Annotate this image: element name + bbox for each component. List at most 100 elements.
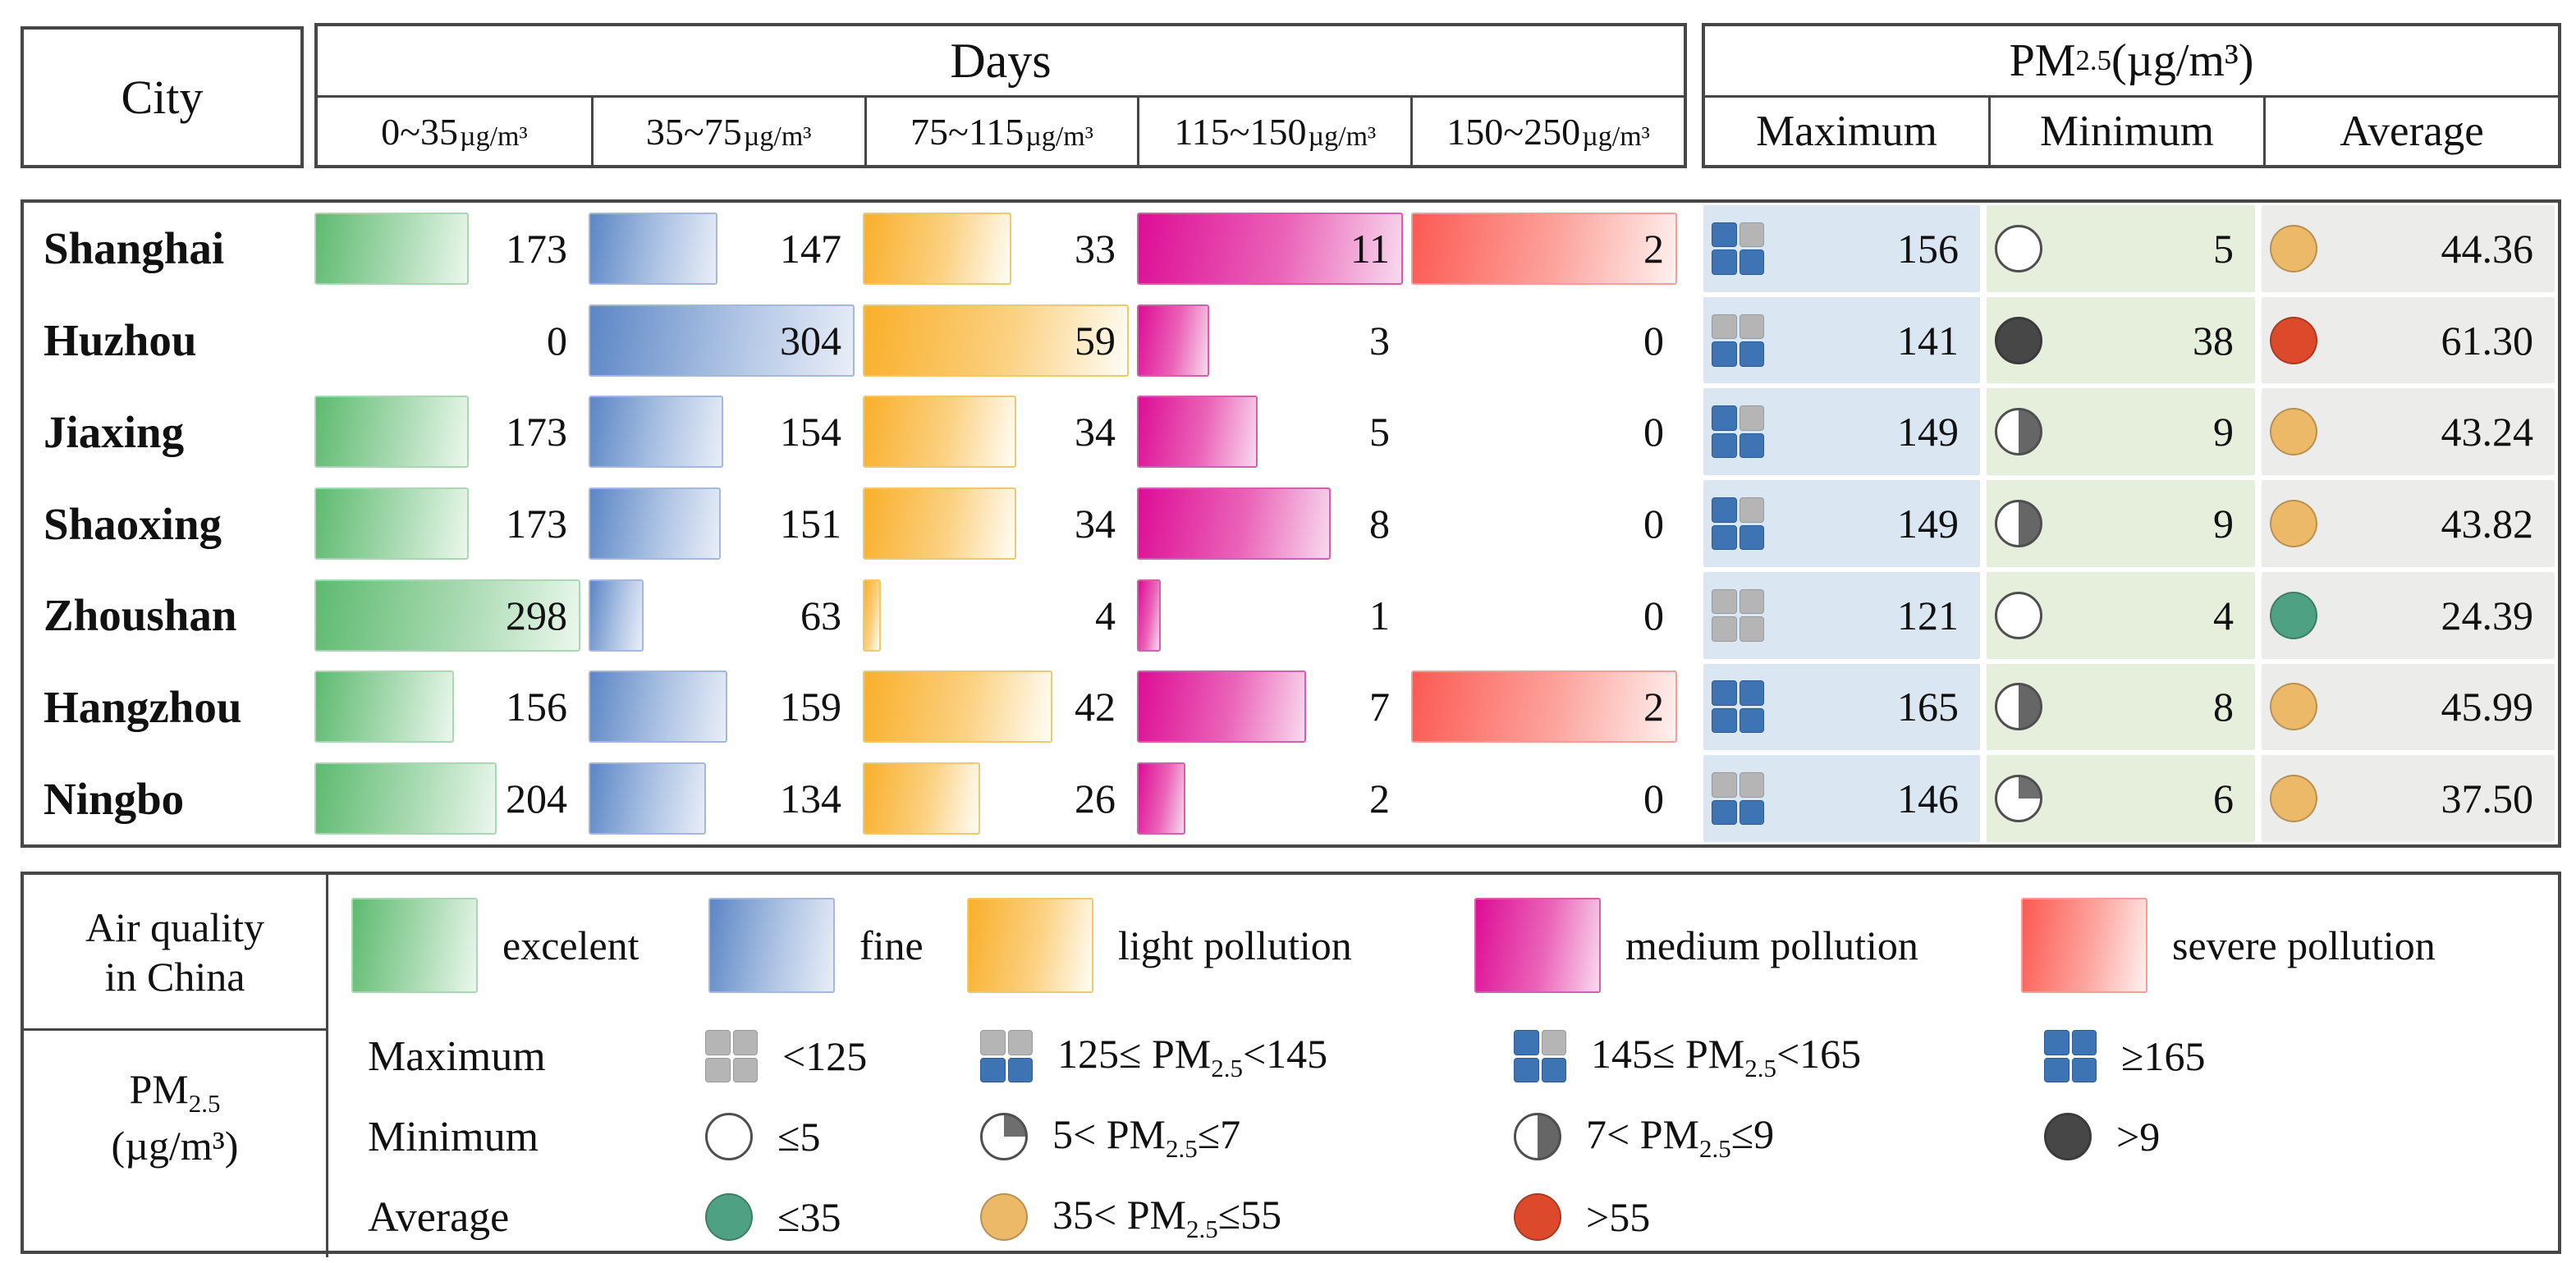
days-value: 2 (1369, 776, 1390, 822)
table-row: Huzhou 0 304 59 3 0 141 38 61.30 (24, 295, 2558, 387)
legend-average-item-2: 35< PM2.5≤55 (960, 1191, 1469, 1244)
minimum-cell-bg: 5 (1987, 205, 2255, 292)
days-bar-cell: 2 (1137, 753, 1411, 844)
days-bar (1411, 212, 1677, 285)
days-bar (314, 487, 470, 561)
quadrant-blue (2044, 1030, 2070, 1055)
average-cell-bg: 44.36 (2262, 205, 2555, 292)
average-circle-icon (2270, 591, 2317, 639)
maximum-value: 149 (1897, 501, 1959, 547)
legend-air-item-magenta: medium pollution (1469, 898, 2011, 993)
legend-maximum-row: Maximum <125 125≤ PM2.5<145 145≤ PM2.5<165 ≥… (328, 1016, 2558, 1096)
maximum-quadrant-icon (980, 1030, 1033, 1082)
quadrant-gray (1739, 222, 1764, 248)
quadrant-gray (1712, 772, 1737, 798)
legend-pm25-line2: (µg/m³) (111, 1122, 239, 1169)
days-subheader-range: 35~75 (645, 110, 742, 153)
legend-swatch-yellow (967, 898, 1093, 993)
column-gap (1685, 295, 1700, 387)
average-value: 44.36 (2441, 225, 2534, 272)
column-gap (1685, 570, 1700, 661)
column-gap (1685, 753, 1700, 844)
pm25-subcolumn-headers: Maximum Minimum Average (1705, 98, 2558, 165)
quadrant-blue (1712, 524, 1737, 551)
days-bar (1137, 304, 1210, 377)
legend-minimum-label: Minimum (368, 1113, 539, 1160)
minimum-circle-icon (705, 1113, 753, 1160)
legend-average-range-2-post: ≤55 (1217, 1191, 1282, 1238)
minimum-value: 9 (2213, 501, 2234, 547)
days-value: 34 (1075, 409, 1116, 455)
days-value: 173 (506, 501, 567, 547)
quadrant-blue (1739, 680, 1764, 706)
days-bar-cell: 2 (1411, 203, 1685, 295)
city-name: Shaoxing (44, 498, 222, 549)
minimum-circle-icon (1995, 408, 2042, 456)
days-bar-cell: 173 (314, 203, 589, 295)
days-value: 0 (547, 317, 567, 364)
minimum-cell: 5 (1983, 203, 2258, 295)
days-bar-cell: 34 (863, 386, 1137, 478)
legend-maximum-range-3-post: <165 (1776, 1030, 1862, 1077)
minimum-column-header: Minimum (1988, 98, 2263, 165)
quadrant-blue (1712, 432, 1737, 459)
days-value: 204 (506, 776, 567, 822)
days-value: 2 (1643, 225, 1664, 272)
days-bar (1137, 487, 1331, 561)
days-subheader-unit: µg/m³ (1308, 121, 1377, 152)
legend-average-range-2: 35< PM2.5≤55 (1052, 1191, 1281, 1244)
quadrant-gray (1739, 405, 1764, 431)
legend-pm25-line1: PM2.5 (129, 1066, 221, 1118)
days-bar-cell: 59 (863, 295, 1137, 387)
legend-minimum-range-2-sub: 2.5 (1165, 1133, 1198, 1163)
legend-minimum-item-3: 7< PM2.5≤9 (1469, 1110, 2011, 1164)
legend-maximum-range-2-sub: 2.5 (1211, 1053, 1243, 1082)
quadrant-blue (1712, 405, 1737, 431)
legend-air-quality-line1: Air quality (85, 904, 265, 950)
days-subheader-75~115: 75~115 µg/m³ (864, 98, 1138, 165)
quadrant-blue (1739, 432, 1764, 459)
days-bar-cell: 0 (1411, 386, 1685, 478)
legend-maximum-range-3: 145≤ PM2.5<165 (1591, 1030, 1861, 1083)
maximum-cell: 141 (1700, 295, 1983, 387)
days-value: 8 (1369, 501, 1390, 547)
minimum-cell-bg: 6 (1987, 755, 2255, 843)
city-name: Hangzhou (44, 681, 242, 732)
average-cell-bg: 43.82 (2262, 480, 2555, 567)
legend-minimum-range-3-pre: 7< PM (1586, 1110, 1699, 1157)
legend-minimum-row: Minimum ≤5 5< PM2.5≤7 7< PM2.5≤9 >9 (328, 1096, 2558, 1177)
days-bar-cell: 42 (863, 661, 1137, 753)
legend-minimum-range-3: 7< PM2.5≤9 (1586, 1110, 1774, 1164)
quadrant-blue (1739, 524, 1764, 551)
days-value: 304 (780, 317, 841, 364)
days-value: 159 (780, 684, 841, 730)
pm25-title-post: (µg/m³) (2111, 35, 2254, 86)
days-value: 1 (1369, 592, 1390, 638)
quadrant-blue (1007, 1057, 1033, 1082)
maximum-cell-bg: 146 (1703, 755, 1980, 843)
days-subheader-unit: µg/m³ (743, 121, 812, 152)
legend-maximum-item-1: <125 (685, 1030, 960, 1082)
legend-maximum-range-1-pre: <125 (782, 1033, 868, 1079)
days-bar (1411, 670, 1677, 744)
average-cell: 24.39 (2258, 570, 2558, 661)
average-value: 45.99 (2441, 684, 2534, 730)
legend-minimum-range-1: ≤5 (777, 1113, 820, 1160)
average-circle-icon (2270, 316, 2317, 364)
pm25-title-sub: 2.5 (2075, 44, 2111, 76)
average-cell: 44.36 (2258, 203, 2558, 295)
days-bar-cell: 3 (1137, 295, 1411, 387)
legend-minimum-range-4-pre: >9 (2116, 1114, 2161, 1160)
days-bar-cell: 2 (1411, 661, 1685, 753)
days-bar-cell: 134 (589, 753, 863, 844)
maximum-cell-bg: 165 (1703, 663, 1980, 751)
quadrant-blue (1712, 497, 1737, 523)
minimum-cell-bg: 9 (1987, 480, 2255, 567)
quadrant-gray (1739, 772, 1764, 798)
days-bar-cell: 1 (1137, 570, 1411, 661)
days-bar-cell: 0 (1411, 753, 1685, 844)
legend-maximum-label: Maximum (368, 1032, 546, 1080)
legend-air-quality-line2: in China (104, 953, 245, 1000)
minimum-cell-bg: 38 (1987, 296, 2255, 384)
days-bar (314, 396, 470, 469)
